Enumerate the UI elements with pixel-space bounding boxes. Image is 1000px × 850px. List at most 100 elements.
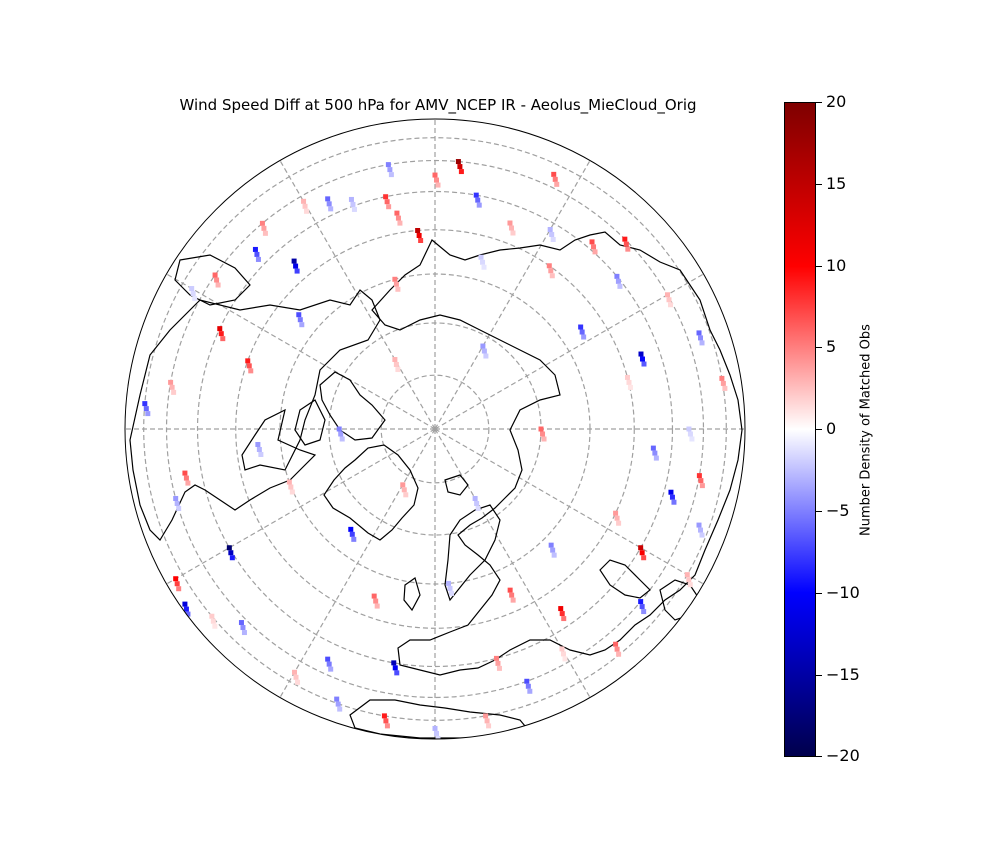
coastline-baffin xyxy=(294,399,326,446)
colorbar-tick-1 xyxy=(816,184,822,185)
obs-cell xyxy=(240,625,246,631)
obs-cell xyxy=(435,735,441,739)
coastline-greenland xyxy=(323,444,419,541)
obs-cell xyxy=(348,196,354,202)
obs-cell xyxy=(286,479,292,485)
obs-cell xyxy=(297,317,303,323)
obs-cell xyxy=(699,483,705,489)
obs-cell xyxy=(559,611,565,617)
obs-cell xyxy=(432,725,438,731)
obs-cell xyxy=(255,256,261,262)
obs-cell xyxy=(641,555,647,561)
obs-cell xyxy=(291,258,297,264)
colorbar-tick-6 xyxy=(816,593,822,594)
obs-cell xyxy=(215,282,221,288)
obs-cell xyxy=(474,500,480,506)
obs-cell xyxy=(173,495,179,501)
obs-cell xyxy=(393,362,399,368)
obs-cell xyxy=(508,225,514,231)
colorbar-ticklabel: −15 xyxy=(826,665,860,684)
obs-cell xyxy=(393,281,399,287)
obs-cell xyxy=(432,172,438,178)
obs-cell xyxy=(696,473,702,479)
gridlines xyxy=(125,119,745,739)
obs-cell xyxy=(650,445,656,451)
latitude-circle xyxy=(380,374,490,484)
obs-cell xyxy=(289,489,295,495)
obs-cell xyxy=(668,489,674,495)
obs-cell xyxy=(558,606,564,612)
obs-cell xyxy=(395,215,401,221)
obs-cell xyxy=(475,197,481,203)
obs-cell xyxy=(248,368,254,374)
latitude-circle xyxy=(235,229,635,629)
obs-cell xyxy=(552,176,558,182)
obs-cell xyxy=(447,585,453,591)
colorbar-ticklabel: 10 xyxy=(826,256,847,275)
obs-cell xyxy=(415,227,421,233)
obs-cell xyxy=(395,367,401,373)
obs-cell xyxy=(182,601,188,607)
obs-points xyxy=(142,159,728,739)
obs-cell xyxy=(669,494,675,500)
obs-cell xyxy=(169,384,175,390)
latitude-circle xyxy=(196,190,674,668)
obs-cell xyxy=(210,618,216,624)
obs-cell xyxy=(189,286,195,292)
obs-cell xyxy=(480,259,486,265)
coastline-north-america xyxy=(129,289,381,541)
obs-cell xyxy=(473,192,479,198)
obs-cell xyxy=(228,550,234,556)
coastlines xyxy=(129,231,743,739)
obs-cell xyxy=(549,231,555,237)
obs-cell xyxy=(217,326,223,332)
obs-cell xyxy=(258,451,264,457)
obs-cell xyxy=(388,172,394,178)
obs-cell xyxy=(246,363,252,369)
colorbar-tick-3 xyxy=(816,347,822,348)
obs-cell xyxy=(613,641,619,647)
obs-cell xyxy=(371,593,377,599)
obs-cell xyxy=(374,603,380,609)
coastline-alaska xyxy=(174,254,251,306)
obs-cell xyxy=(554,181,560,187)
obs-cell xyxy=(641,609,647,615)
obs-cell xyxy=(434,730,439,736)
obs-cell xyxy=(457,164,463,170)
obs-cell xyxy=(293,674,299,680)
obs-cell xyxy=(560,651,566,657)
obs-cell xyxy=(483,713,489,719)
obs-cell xyxy=(384,199,390,205)
plot-title: Wind Speed Diff at 500 hPa for AMV_NCEP … xyxy=(179,96,697,114)
obs-cell xyxy=(507,587,513,593)
obs-cell xyxy=(185,480,191,486)
colorbar-ticklabel: −5 xyxy=(826,501,850,520)
obs-cell xyxy=(174,500,180,506)
obs-cell xyxy=(548,542,554,548)
obs-cell xyxy=(168,379,174,385)
obs-cell xyxy=(338,431,344,437)
obs-cell xyxy=(720,380,726,386)
obs-cell xyxy=(614,646,620,652)
obs-cell xyxy=(392,357,398,363)
obs-cell xyxy=(510,597,516,603)
obs-cell xyxy=(348,526,354,532)
obs-cell xyxy=(549,273,555,279)
obs-cell xyxy=(446,580,452,586)
obs-cell xyxy=(395,286,401,292)
obs-cell xyxy=(418,237,424,243)
obs-cell xyxy=(525,683,531,689)
obs-cell xyxy=(293,263,299,269)
colorbar-ticklabel: −20 xyxy=(826,746,860,765)
obs-cell xyxy=(392,276,398,282)
obs-cell xyxy=(435,182,441,188)
obs-cell xyxy=(653,455,659,461)
obs-cell xyxy=(638,351,644,357)
obs-cell xyxy=(617,283,623,289)
map-boundary xyxy=(124,118,746,740)
obs-cell xyxy=(304,208,310,214)
obs-cell xyxy=(510,230,516,236)
obs-cell xyxy=(261,225,267,231)
obs-cell xyxy=(668,302,673,308)
obs-cell xyxy=(486,723,492,729)
